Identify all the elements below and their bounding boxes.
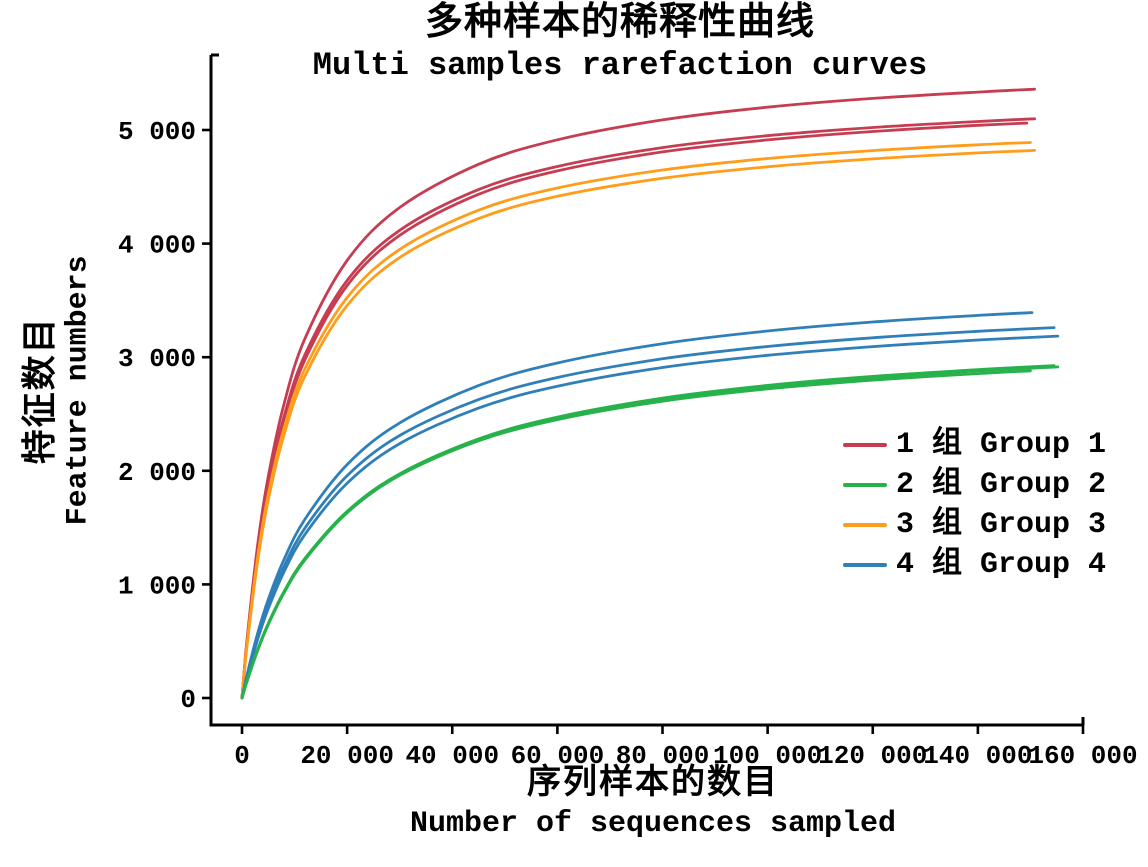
- x-tick-label: 160 000: [1028, 741, 1137, 771]
- curve-group-2-sample-3: [240, 369, 1032, 700]
- legend-line-swatch: [843, 483, 887, 487]
- x-tick-label: 20 000: [300, 741, 394, 771]
- curve-group-3-sample-1: [240, 141, 1032, 700]
- y-tick-label: 4 000: [118, 231, 196, 261]
- x-axis-label: 序列样本的数目 Number of sequences sampled: [211, 766, 1095, 842]
- x-axis-label-zh: 序列样本的数目: [527, 766, 779, 804]
- chart-title: 多种样本的稀释性曲线 Multi samples rarefaction cur…: [92, 3, 1148, 84]
- x-tick-label: 100 000: [713, 741, 822, 771]
- legend-label: 2 组 Group 2: [896, 468, 1107, 502]
- chart-title-en: Multi samples rarefaction curves: [312, 46, 928, 84]
- y-tick-label: 3 000: [118, 344, 196, 374]
- curve-group-1-sample-3: [240, 121, 1029, 700]
- x-tick-label: 80 000: [616, 741, 710, 771]
- x-tick-label: 140 000: [923, 741, 1032, 771]
- legend: 1 组 Group 1 2 组 Group 2 3 组 Group 3 4 组 Gro…: [843, 425, 1106, 585]
- legend-item: 4 组 Group 4: [843, 545, 1106, 585]
- x-axis-label-en: Number of sequences sampled: [409, 807, 897, 842]
- legend-label: 1 组 Group 1: [896, 428, 1107, 462]
- legend-line-swatch: [843, 523, 887, 527]
- chart-title-zh: 多种样本的稀释性曲线: [424, 3, 815, 46]
- x-tick-label: 120 000: [818, 741, 927, 771]
- y-tick-label: 2 000: [118, 458, 196, 488]
- legend-label: 3 组 Group 3: [896, 508, 1107, 542]
- y-tick-label: 5 000: [118, 117, 196, 147]
- legend-line-swatch: [843, 443, 887, 447]
- curve-group-4-sample-3: [240, 334, 1060, 700]
- legend-item: 2 组 Group 2: [843, 465, 1106, 505]
- x-tick-label: 60 000: [511, 741, 605, 771]
- legend-line-swatch: [843, 563, 887, 567]
- y-tick-label: 0: [180, 685, 196, 715]
- axis-spines: [209, 53, 1085, 727]
- legend-item: 3 组 Group 3: [843, 505, 1106, 545]
- curve-group-1-sample-2: [240, 117, 1036, 700]
- legend-label: 4 组 Group 4: [896, 548, 1107, 582]
- y-tick-label: 1 000: [118, 571, 196, 601]
- x-tick-label: 40 000: [405, 741, 499, 771]
- legend-item: 1 组 Group 1: [843, 425, 1106, 465]
- x-tick-label: 0: [234, 741, 250, 771]
- curve-group-3-sample-2: [240, 149, 1036, 700]
